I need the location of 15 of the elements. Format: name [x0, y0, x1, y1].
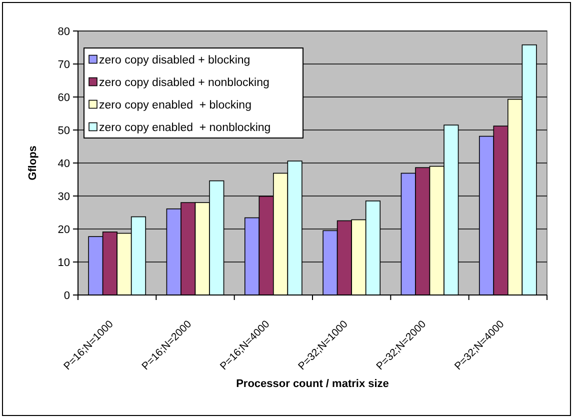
- y-tick-label: 40: [58, 158, 70, 170]
- legend-label: zero copy enabled + nonblocking: [99, 122, 271, 134]
- y-tick-label: 20: [58, 224, 70, 236]
- y-tick-label: 30: [58, 190, 70, 203]
- legend-label: zero copy enabled + blocking: [99, 99, 252, 112]
- y-tick-label: 50: [58, 124, 70, 137]
- legend-label: zero copy disabled + blocking: [99, 54, 250, 66]
- y-axis-title: Gflops: [27, 146, 39, 180]
- y-tick-label: 0: [64, 290, 70, 302]
- y-tick-label: 60: [58, 92, 70, 104]
- legend-label: zero copy disabled + nonblocking: [99, 76, 270, 89]
- y-tick-label: 10: [58, 256, 70, 269]
- y-tick-label: 70: [58, 58, 70, 71]
- x-axis-title: Processor count / matrix size: [236, 378, 389, 390]
- y-tick-label: 80: [58, 26, 70, 38]
